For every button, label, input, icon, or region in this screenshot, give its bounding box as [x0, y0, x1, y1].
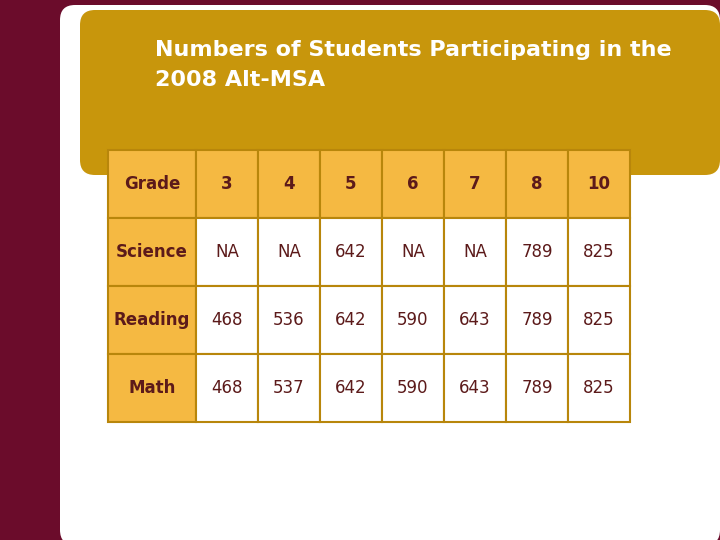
Text: Reading: Reading: [114, 311, 190, 329]
Text: 642: 642: [336, 379, 366, 397]
Text: 8: 8: [531, 175, 543, 193]
Bar: [382, 218, 444, 286]
Text: 789: 789: [521, 243, 553, 261]
Text: Grade: Grade: [124, 175, 180, 193]
Text: 468: 468: [211, 311, 243, 329]
Text: Math: Math: [128, 379, 176, 397]
Bar: [444, 354, 506, 422]
Bar: [108, 150, 196, 218]
Text: 789: 789: [521, 379, 553, 397]
Bar: [320, 286, 382, 354]
Bar: [258, 286, 320, 354]
Bar: [506, 150, 568, 218]
Bar: [196, 218, 258, 286]
Bar: [444, 218, 506, 286]
Text: 2008 Alt-MSA: 2008 Alt-MSA: [155, 70, 325, 90]
Text: 825: 825: [583, 379, 615, 397]
Text: 7: 7: [469, 175, 481, 193]
Bar: [320, 150, 382, 218]
Bar: [320, 354, 382, 422]
Bar: [196, 286, 258, 354]
Bar: [108, 286, 196, 354]
Bar: [382, 354, 444, 422]
Bar: [382, 286, 444, 354]
Bar: [506, 218, 568, 286]
Bar: [258, 150, 320, 218]
Bar: [108, 354, 196, 422]
Text: 590: 590: [397, 311, 428, 329]
Bar: [320, 218, 382, 286]
Text: 643: 643: [459, 311, 491, 329]
Bar: [382, 150, 444, 218]
Text: 642: 642: [336, 243, 366, 261]
Bar: [444, 150, 506, 218]
Text: 468: 468: [211, 379, 243, 397]
Bar: [444, 286, 506, 354]
Text: NA: NA: [215, 243, 239, 261]
Text: NA: NA: [463, 243, 487, 261]
Text: 825: 825: [583, 311, 615, 329]
Text: 4: 4: [283, 175, 294, 193]
Text: 643: 643: [459, 379, 491, 397]
Bar: [568, 218, 630, 286]
Bar: [196, 150, 258, 218]
Text: 789: 789: [521, 311, 553, 329]
Text: 537: 537: [273, 379, 305, 397]
Bar: [568, 286, 630, 354]
Bar: [568, 354, 630, 422]
Bar: [196, 354, 258, 422]
Bar: [506, 286, 568, 354]
Text: 590: 590: [397, 379, 428, 397]
Text: NA: NA: [277, 243, 301, 261]
Bar: [258, 354, 320, 422]
Text: 10: 10: [588, 175, 611, 193]
Text: 642: 642: [336, 311, 366, 329]
FancyBboxPatch shape: [60, 5, 720, 540]
Text: 536: 536: [273, 311, 305, 329]
Text: Science: Science: [116, 243, 188, 261]
Bar: [108, 218, 196, 286]
Text: NA: NA: [401, 243, 425, 261]
Text: 5: 5: [346, 175, 356, 193]
FancyBboxPatch shape: [80, 10, 720, 175]
Text: 6: 6: [408, 175, 419, 193]
Text: 3: 3: [221, 175, 233, 193]
Bar: [568, 150, 630, 218]
Text: Numbers of Students Participating in the: Numbers of Students Participating in the: [155, 40, 672, 60]
Bar: [506, 354, 568, 422]
Bar: [258, 218, 320, 286]
Text: 825: 825: [583, 243, 615, 261]
